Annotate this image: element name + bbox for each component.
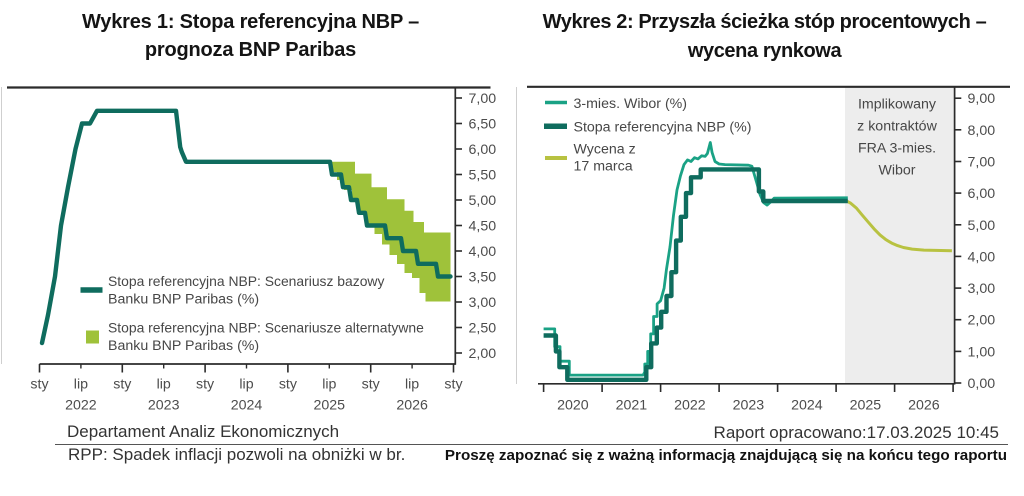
svg-text:2,00: 2,00 (469, 346, 497, 362)
svg-text:9,00: 9,00 (968, 91, 996, 107)
svg-text:Banku BNP Paribas (%): Banku BNP Paribas (%) (108, 292, 259, 308)
svg-text:4,00: 4,00 (469, 244, 497, 260)
svg-text:4,50: 4,50 (469, 219, 497, 235)
svg-text:2023: 2023 (148, 398, 180, 414)
svg-text:Wycena z: Wycena z (574, 142, 636, 158)
svg-text:Wibor: Wibor (878, 162, 915, 178)
svg-text:7,00: 7,00 (469, 91, 497, 107)
svg-text:5,00: 5,00 (968, 218, 996, 234)
svg-text:sty: sty (113, 377, 132, 393)
svg-text:3,00: 3,00 (469, 295, 497, 311)
svg-text:2,50: 2,50 (469, 321, 497, 337)
svg-text:3,50: 3,50 (469, 270, 497, 286)
svg-text:Stopa referencyjna NBP: Scenar: Stopa referencyjna NBP: Scenariusze alte… (108, 320, 424, 336)
svg-text:2023: 2023 (733, 398, 765, 414)
svg-text:2020: 2020 (557, 398, 589, 414)
svg-text:1,00: 1,00 (968, 344, 996, 360)
svg-text:z kontraktów: z kontraktów (857, 118, 937, 134)
svg-text:7,00: 7,00 (968, 155, 996, 171)
svg-text:sty: sty (196, 377, 215, 393)
svg-text:8,00: 8,00 (968, 123, 996, 139)
svg-text:3,00: 3,00 (968, 281, 996, 297)
svg-text:4,00: 4,00 (968, 249, 996, 265)
svg-text:2026: 2026 (908, 398, 940, 414)
svg-text:2026: 2026 (396, 398, 428, 414)
svg-text:Banku BNP Paribas (%): Banku BNP Paribas (%) (108, 338, 259, 354)
svg-text:sty: sty (444, 377, 463, 393)
svg-text:2025: 2025 (850, 398, 882, 414)
svg-text:2024: 2024 (231, 398, 263, 414)
svg-text:2025: 2025 (314, 398, 346, 414)
svg-text:17 marca: 17 marca (574, 159, 633, 175)
svg-text:2022: 2022 (674, 398, 706, 414)
svg-text:2021: 2021 (616, 398, 648, 414)
svg-text:lip: lip (74, 377, 88, 393)
svg-text:sty: sty (362, 377, 381, 393)
svg-text:3-mies. Wibor (%): 3-mies. Wibor (%) (574, 96, 688, 112)
svg-text:6,00: 6,00 (469, 142, 497, 158)
svg-text:Implikowany: Implikowany (858, 96, 937, 112)
svg-text:lip: lip (405, 377, 419, 393)
svg-text:lip: lip (322, 377, 336, 393)
svg-text:6,50: 6,50 (469, 117, 497, 133)
svg-text:Stopa referencyjna NBP: Scenar: Stopa referencyjna NBP: Scenariusz bazow… (108, 273, 384, 289)
svg-text:2024: 2024 (791, 398, 823, 414)
svg-text:6,00: 6,00 (968, 186, 996, 202)
svg-text:0,00: 0,00 (968, 376, 996, 392)
svg-text:lip: lip (239, 377, 253, 393)
svg-text:2022: 2022 (65, 398, 97, 414)
svg-text:2,00: 2,00 (968, 313, 996, 329)
svg-text:sty: sty (30, 377, 49, 393)
svg-text:Stopa referencyjna NBP (%): Stopa referencyjna NBP (%) (574, 119, 752, 135)
svg-text:sty: sty (279, 377, 298, 393)
svg-text:5,00: 5,00 (469, 193, 497, 209)
svg-text:5,50: 5,50 (469, 168, 497, 184)
svg-text:FRA 3-mies.: FRA 3-mies. (858, 140, 936, 156)
svg-text:lip: lip (157, 377, 171, 393)
